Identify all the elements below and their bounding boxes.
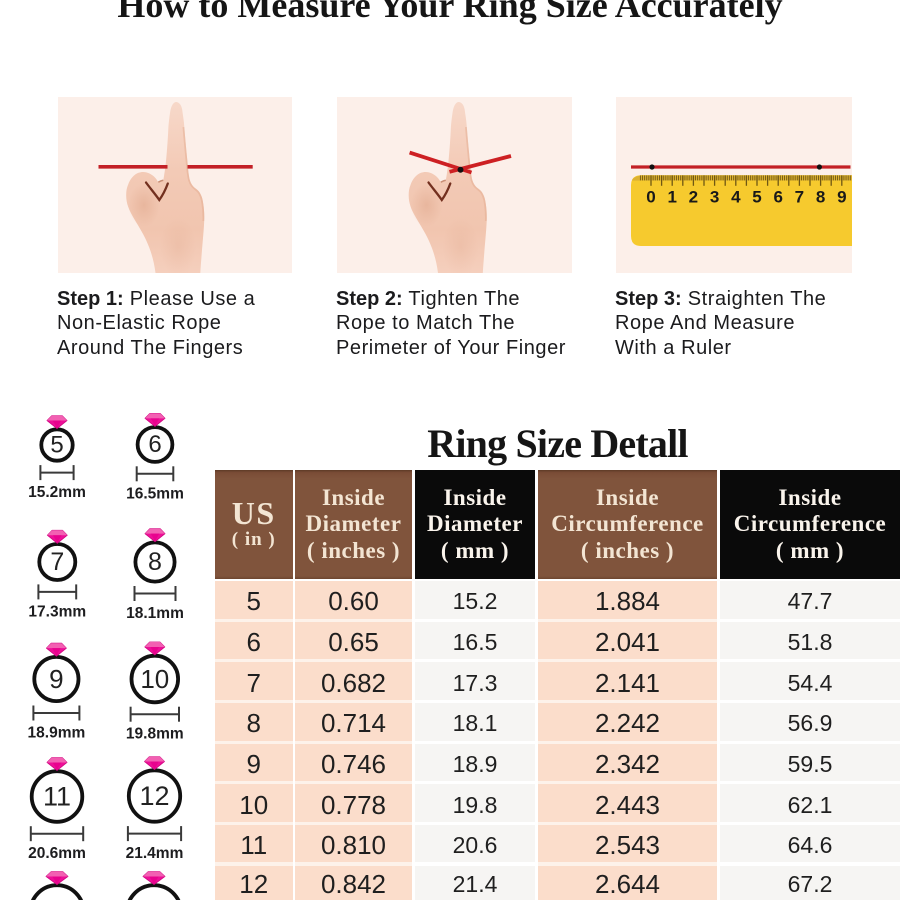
svg-text:11: 11 [43, 782, 71, 812]
svg-text:12: 12 [139, 781, 169, 811]
svg-text:3: 3 [710, 187, 719, 206]
svg-text:9: 9 [837, 187, 846, 206]
svg-text:6: 6 [773, 187, 782, 206]
svg-text:15.2mm: 15.2mm [28, 484, 86, 501]
svg-text:5: 5 [50, 432, 63, 459]
svg-text:5: 5 [752, 187, 761, 206]
svg-text:9: 9 [49, 664, 63, 694]
svg-text:18.1mm: 18.1mm [126, 605, 184, 622]
svg-text:2: 2 [689, 187, 698, 206]
svg-text:6: 6 [148, 431, 161, 458]
svg-text:21.4mm: 21.4mm [126, 845, 184, 862]
svg-text:4: 4 [731, 187, 741, 206]
svg-text:18.9mm: 18.9mm [28, 725, 86, 742]
svg-text:1: 1 [667, 187, 676, 206]
svg-text:7: 7 [795, 187, 804, 206]
svg-text:20.6mm: 20.6mm [28, 845, 86, 862]
svg-text:16.5mm: 16.5mm [126, 485, 184, 502]
svg-text:19.8mm: 19.8mm [126, 726, 184, 743]
svg-text:8: 8 [816, 187, 825, 206]
svg-text:7: 7 [50, 548, 64, 576]
svg-text:17.3mm: 17.3mm [28, 603, 86, 620]
svg-text:0: 0 [646, 187, 655, 206]
svg-text:10: 10 [140, 664, 169, 694]
svg-text:8: 8 [148, 548, 162, 576]
